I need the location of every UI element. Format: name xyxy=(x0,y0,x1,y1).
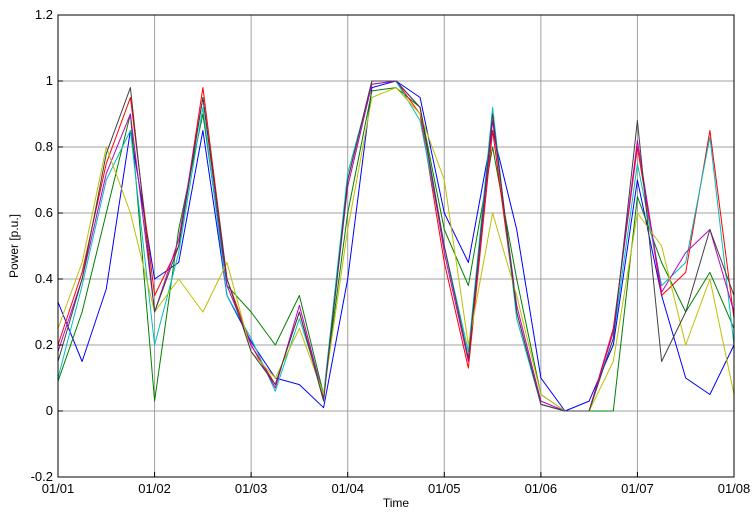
series-line-7 xyxy=(57,80,735,412)
y-tick-label: 0.2 xyxy=(35,337,53,352)
x-axis-label: Time xyxy=(383,496,410,510)
y-tick-label: -0.2 xyxy=(31,469,53,484)
axis-ticks: 01/01 01/02 01/03 01/04 01/05 01/06 01/07 01/08… xyxy=(31,7,751,496)
x-tick-label: 01/01 xyxy=(42,481,75,496)
y-tick-label: 0 xyxy=(46,403,53,418)
y-tick-label: 0.4 xyxy=(35,271,53,286)
series-line-6 xyxy=(57,87,735,412)
x-tick-label: 01/04 xyxy=(331,481,364,496)
x-tick-label: 01/05 xyxy=(428,481,461,496)
x-tick-label: 01/06 xyxy=(525,481,558,496)
y-axis-label: Power [p.u.] xyxy=(7,214,21,278)
x-tick-label: 01/02 xyxy=(138,481,171,496)
x-tick-label: 01/08 xyxy=(718,481,751,496)
y-tick-label: 1 xyxy=(46,73,53,88)
y-tick-label: 1.2 xyxy=(35,7,53,22)
y-tick-label: 0.6 xyxy=(35,205,53,220)
series-layer xyxy=(57,80,735,412)
x-tick-label: 01/03 xyxy=(235,481,268,496)
plot-area-frame xyxy=(57,14,735,478)
x-tick-label: 01/07 xyxy=(621,481,654,496)
y-tick-label: 0.8 xyxy=(35,139,53,154)
